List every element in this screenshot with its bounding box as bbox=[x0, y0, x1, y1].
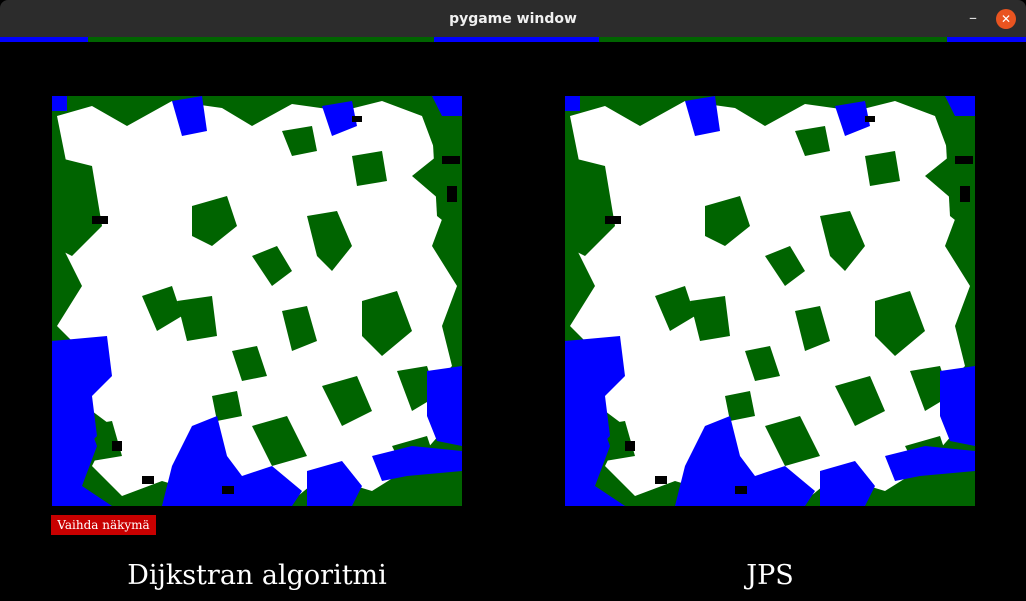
forest-area bbox=[362, 291, 412, 356]
wall-block bbox=[352, 116, 362, 122]
forest-area bbox=[795, 126, 830, 156]
forest-area bbox=[765, 246, 805, 286]
wall-block bbox=[442, 156, 460, 164]
wall-block bbox=[865, 116, 875, 122]
water-area bbox=[427, 366, 462, 446]
progress-segment-blue bbox=[0, 37, 88, 42]
forest-area bbox=[745, 346, 780, 381]
wall-block bbox=[955, 156, 973, 164]
forest-area bbox=[432, 116, 462, 236]
water-area bbox=[685, 96, 720, 136]
forest-area bbox=[282, 306, 317, 351]
water-area bbox=[565, 96, 580, 111]
window-title: pygame window bbox=[449, 11, 577, 27]
dijkstra-map bbox=[52, 96, 462, 506]
open-terrain bbox=[615, 136, 705, 216]
open-terrain bbox=[102, 136, 192, 216]
wall-block bbox=[92, 216, 108, 224]
jps-caption: JPS bbox=[746, 560, 794, 591]
progress-segment-green bbox=[599, 37, 947, 42]
wall-block bbox=[112, 441, 122, 451]
forest-area bbox=[820, 211, 865, 271]
wall-block bbox=[625, 441, 635, 451]
water-area bbox=[162, 416, 302, 506]
water-area bbox=[52, 396, 112, 506]
jps-map bbox=[565, 96, 975, 506]
forest-area bbox=[765, 416, 820, 466]
water-area bbox=[432, 96, 462, 116]
wall-block bbox=[735, 486, 747, 494]
forest-area bbox=[252, 416, 307, 466]
water-area bbox=[172, 96, 207, 136]
forest-area bbox=[192, 196, 237, 246]
progress-strip bbox=[0, 37, 1026, 42]
forest-area bbox=[835, 376, 885, 426]
forest-area bbox=[725, 391, 755, 421]
minimize-icon[interactable]: – bbox=[969, 8, 977, 27]
forest-area bbox=[282, 126, 317, 156]
forest-area bbox=[232, 346, 267, 381]
forest-area bbox=[307, 211, 352, 271]
forest-area bbox=[177, 296, 217, 341]
wall-block bbox=[447, 186, 457, 202]
forest-area bbox=[655, 286, 695, 331]
water-area bbox=[52, 96, 67, 111]
water-area bbox=[307, 461, 362, 506]
water-area bbox=[675, 416, 815, 506]
forest-area bbox=[252, 246, 292, 286]
water-area bbox=[565, 396, 625, 506]
wall-block bbox=[960, 186, 970, 202]
progress-segment-blue bbox=[947, 37, 1026, 42]
wall-block bbox=[222, 486, 234, 494]
water-area bbox=[322, 101, 357, 136]
switch-view-button[interactable]: Vaihda näkymä bbox=[51, 515, 156, 535]
progress-segment-blue bbox=[434, 37, 599, 42]
water-area bbox=[945, 96, 975, 116]
forest-area bbox=[565, 156, 615, 256]
water-area bbox=[372, 446, 462, 481]
water-area bbox=[820, 461, 875, 506]
water-area bbox=[835, 101, 870, 136]
forest-area bbox=[875, 291, 925, 356]
forest-area bbox=[705, 196, 750, 246]
wall-block bbox=[605, 216, 621, 224]
close-icon[interactable]: ✕ bbox=[996, 9, 1016, 29]
water-area bbox=[885, 446, 975, 481]
wall-block bbox=[655, 476, 667, 484]
forest-area bbox=[865, 151, 900, 186]
window-titlebar[interactable]: pygame window – ✕ bbox=[0, 0, 1026, 37]
forest-area bbox=[142, 286, 182, 331]
forest-area bbox=[322, 376, 372, 426]
forest-area bbox=[795, 306, 830, 351]
forest-area bbox=[352, 151, 387, 186]
forest-area bbox=[52, 156, 102, 256]
forest-area bbox=[945, 116, 975, 236]
water-area bbox=[940, 366, 975, 446]
forest-area bbox=[690, 296, 730, 341]
dijkstra-caption: Dijkstran algoritmi bbox=[127, 560, 387, 591]
forest-area bbox=[212, 391, 242, 421]
progress-segment-green bbox=[88, 37, 434, 42]
wall-block bbox=[142, 476, 154, 484]
